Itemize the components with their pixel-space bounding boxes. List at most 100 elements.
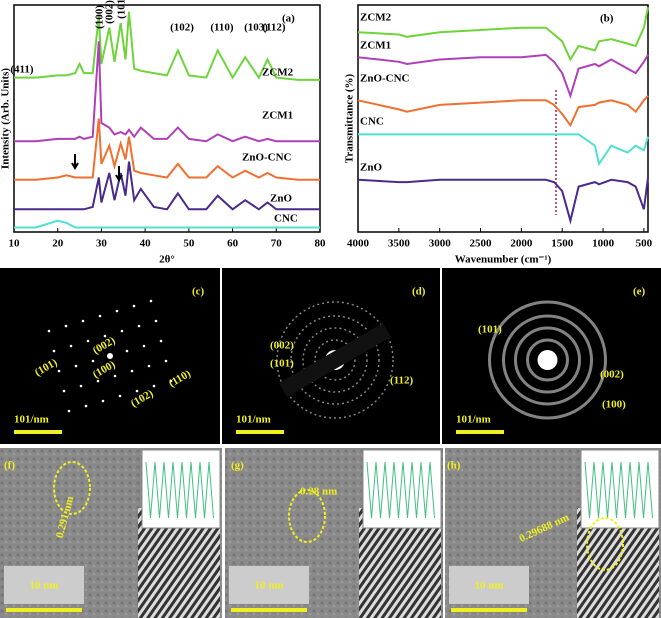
annotation: (100): [602, 399, 626, 411]
profile-line: [145, 461, 214, 519]
spot: [113, 374, 117, 378]
scale-box: [449, 566, 529, 604]
beam-stop: [279, 323, 391, 397]
panel-label: (f): [4, 460, 15, 472]
series-line: [357, 95, 649, 128]
series-line: [14, 219, 320, 229]
scale-label: 10 nm: [29, 580, 58, 592]
series-label: ZnO-CNC: [360, 73, 410, 85]
ring: [276, 301, 394, 419]
scale-label: 101/nm: [236, 414, 271, 426]
spot: [84, 404, 88, 408]
spot: [103, 334, 107, 338]
beam: [537, 350, 558, 370]
spot: [67, 409, 71, 413]
peak-label: (100): [94, 5, 106, 29]
spot: [115, 309, 119, 313]
spot: [169, 379, 173, 383]
spot: [69, 344, 73, 348]
panel-label: (a): [282, 13, 295, 25]
y-axis-label: Intensity (Arb. Units): [0, 68, 12, 169]
panel-label: (g): [231, 460, 244, 472]
spot: [120, 329, 124, 333]
spot: [159, 339, 163, 343]
spot: [147, 364, 151, 368]
series-line: [357, 53, 649, 99]
spot: [135, 389, 139, 393]
x-tick-label: 3500: [388, 238, 411, 250]
x-axis-label: 2θ°: [159, 254, 175, 266]
x-axis-label: Wavenumber (cm⁻¹): [455, 254, 552, 266]
spot: [137, 324, 141, 328]
peak-label: (112): [262, 22, 286, 34]
series-line: [14, 118, 320, 181]
scale-bar: [236, 430, 284, 434]
peak-label: (102): [170, 22, 194, 34]
peak-label: (411): [10, 64, 34, 76]
plot-frame: [357, 4, 649, 233]
series-line: [358, 133, 649, 167]
profile-inset: [362, 449, 442, 529]
scale-label: 101/nm: [14, 414, 49, 426]
spot: [79, 384, 83, 388]
peak-label: (002): [104, 0, 116, 24]
spot: [154, 319, 158, 323]
spot: [64, 324, 68, 328]
image-panel: 101/nm(c)(002)(100)(101) (110)(102): [0, 268, 220, 444]
spot: [107, 353, 113, 359]
series-line: [357, 177, 649, 225]
scale-box: [4, 566, 84, 604]
x-tick-label: 40: [140, 238, 152, 250]
series-label: ZCM1: [360, 40, 391, 52]
ring: [514, 326, 581, 394]
annotation: 0.28 nm: [300, 486, 337, 498]
scale-label: 10 nm: [474, 580, 503, 592]
x-tick-label: 4000: [347, 238, 370, 250]
annotation: (101): [478, 324, 502, 336]
x-tick-label: 50: [183, 238, 195, 250]
spot: [62, 389, 66, 393]
arrow: [71, 154, 79, 170]
series-label: ZCM2: [262, 67, 294, 79]
spot: [57, 369, 61, 373]
x-tick-label: 20: [52, 238, 64, 250]
spot: [47, 329, 51, 333]
series-line: [14, 41, 320, 143]
series-label: ZnO-CNC: [242, 152, 292, 164]
spot: [130, 369, 134, 373]
ring: [314, 339, 356, 381]
spot: [152, 384, 156, 388]
spot: [125, 349, 129, 353]
series-line: [14, 161, 320, 211]
scale-bar: [231, 608, 307, 612]
highlight: [53, 461, 91, 515]
scale-box: [229, 566, 309, 604]
series-line: [14, 11, 320, 81]
peak-label: (110): [210, 22, 234, 34]
profile-line: [366, 461, 435, 519]
series-line: [357, 7, 649, 62]
x-tick-label: 500: [636, 238, 653, 250]
ring: [290, 315, 380, 405]
annotation: (002): [600, 369, 624, 381]
image-panel: 10 nm (g) 0.28 nm: [225, 448, 443, 618]
spot: [164, 359, 168, 363]
scale-bar: [451, 608, 527, 612]
x-tick-label: 1500: [551, 238, 574, 250]
profile-inset: [141, 449, 221, 529]
scale-label: 10 nm: [254, 580, 283, 592]
x-tick-label: 1000: [592, 238, 615, 250]
panel-label: (h): [447, 460, 461, 472]
series-label: CNC: [274, 213, 298, 225]
plot-frame: [13, 4, 321, 233]
profile-line: [584, 461, 653, 519]
peak-label: (101): [116, 0, 128, 19]
x-tick-label: 70: [271, 238, 283, 250]
image-panel: 101/nm (d) (002) (101) (112): [222, 268, 440, 444]
series-label: ZnO: [360, 162, 382, 174]
x-tick-label: 60: [227, 238, 239, 250]
panel-label: (d): [412, 286, 426, 298]
scale-label: 101/nm: [456, 414, 491, 426]
scale-bar: [456, 430, 504, 434]
